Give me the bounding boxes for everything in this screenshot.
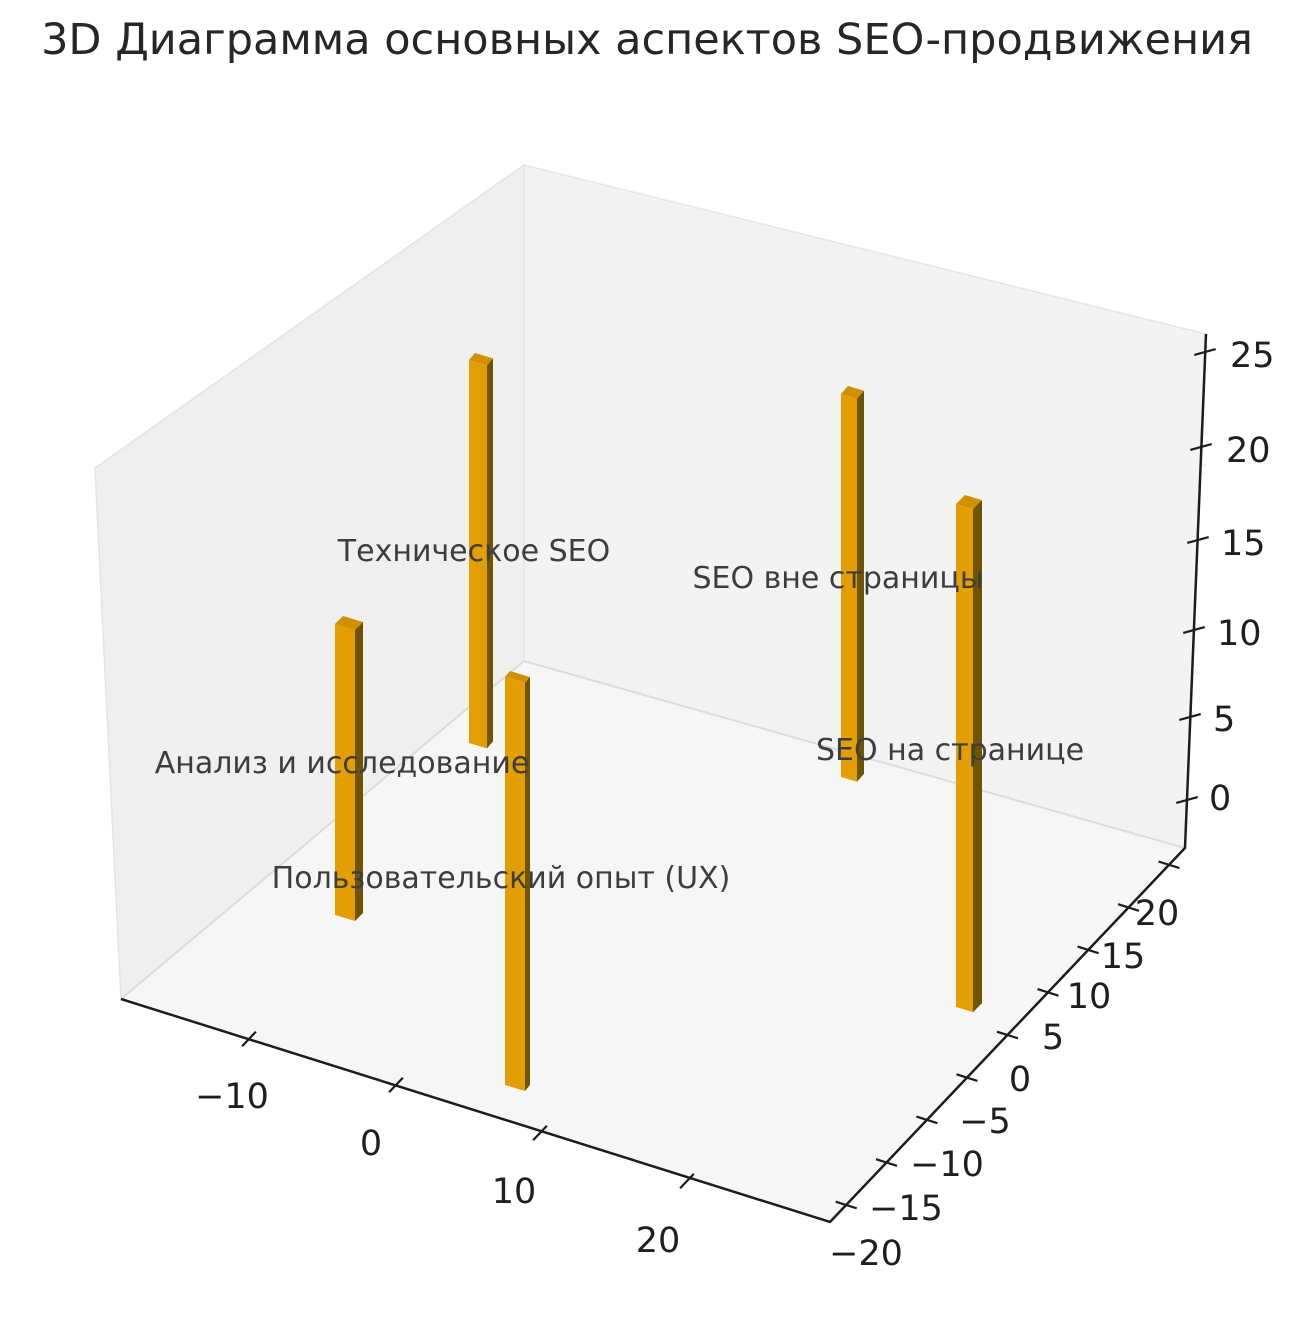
z-tick-label-10: 10 (1217, 614, 1262, 654)
x-tick-mark (679, 1172, 695, 1190)
z-tick-label-15: 15 (1221, 524, 1266, 564)
y-tick-mark (916, 1115, 938, 1125)
z-tick-label-5: 5 (1213, 700, 1235, 740)
bar-on-page-seo-top (956, 495, 982, 510)
y-tick-mark (835, 1200, 858, 1210)
y-tick-label-15: 15 (1101, 937, 1146, 977)
annotation-analysis-research: Анализ и исследование (155, 746, 530, 781)
x-tick-label-m10: −10 (195, 1077, 269, 1117)
y-tick-mark (1117, 903, 1140, 912)
y-tick-label-m5: −5 (959, 1102, 1011, 1142)
y-tick-label-m15: −15 (869, 1189, 943, 1229)
bar-analysis-research (335, 616, 363, 921)
z-tick-mark (1190, 443, 1212, 451)
bar-analysis-research-front (335, 624, 355, 921)
z-tick-label-0: 0 (1209, 779, 1231, 819)
bar-off-page-seo (841, 386, 864, 782)
bar-ux-front (505, 677, 525, 1091)
bar-technical-seo-top (469, 353, 493, 366)
z-tick-mark (1194, 348, 1216, 356)
floor-edge-left (120, 660, 525, 1000)
x-tick-label-10: 10 (492, 1172, 537, 1212)
bar-ux-top (505, 671, 530, 683)
y-tick-mark (1158, 860, 1180, 870)
y-tick-mark (956, 1073, 978, 1082)
bar-off-page-seo-top (841, 386, 864, 399)
y-tick-mark (996, 1030, 1019, 1040)
bar-ux (505, 671, 530, 1091)
annotation-ux: Пользовательский опыт (UX) (272, 861, 731, 896)
x-tick-mark (532, 1124, 548, 1142)
y-tick-label-m20: −20 (829, 1234, 903, 1274)
y-tick-mark (1037, 988, 1059, 997)
bar-on-page-seo (956, 495, 982, 1013)
bar-analysis-research-side (355, 622, 363, 921)
y-tick-label-m10: −10 (910, 1145, 984, 1185)
z-tick-mark (1176, 796, 1198, 804)
y-tick-label-10: 10 (1067, 977, 1112, 1017)
bar-on-page-seo-front (956, 504, 973, 1013)
z-tick-mark (1183, 626, 1205, 634)
y-tick-label-5: 5 (1042, 1018, 1064, 1058)
bar-technical-seo-side (487, 358, 493, 749)
bar-ux-side (525, 677, 530, 1091)
bar-off-page-seo-side (857, 390, 864, 782)
x-tick-label-0: 0 (360, 1124, 382, 1164)
y-tick-label-0: 0 (1009, 1060, 1031, 1100)
y-tick-mark (875, 1158, 898, 1167)
z-tick-label-20: 20 (1226, 431, 1271, 471)
z-tick-label-25: 25 (1230, 336, 1275, 376)
annotation-technical-seo: Техническое SEO (337, 534, 610, 569)
bar-off-page-seo-front (841, 394, 857, 782)
y-tick-mark (1077, 945, 1099, 955)
y-tick-label-20: 20 (1135, 894, 1180, 934)
x-tick-mark (241, 1030, 257, 1048)
annotation-on-page-seo: SEO на странице (816, 733, 1084, 768)
x-tick-mark (388, 1076, 404, 1094)
z-tick-mark (1179, 713, 1201, 721)
chart-title: 3D Диаграмма основных аспектов SEO-продв… (41, 15, 1253, 65)
bar-analysis-research-top (335, 616, 363, 630)
x-tick-label-20: 20 (636, 1221, 681, 1261)
bar-technical-seo (469, 353, 493, 749)
bar-technical-seo-front (469, 360, 487, 749)
z-tick-mark (1187, 536, 1209, 544)
annotation-off-page-seo: SEO вне страницы (692, 561, 983, 596)
bar-on-page-seo-side (973, 500, 982, 1013)
